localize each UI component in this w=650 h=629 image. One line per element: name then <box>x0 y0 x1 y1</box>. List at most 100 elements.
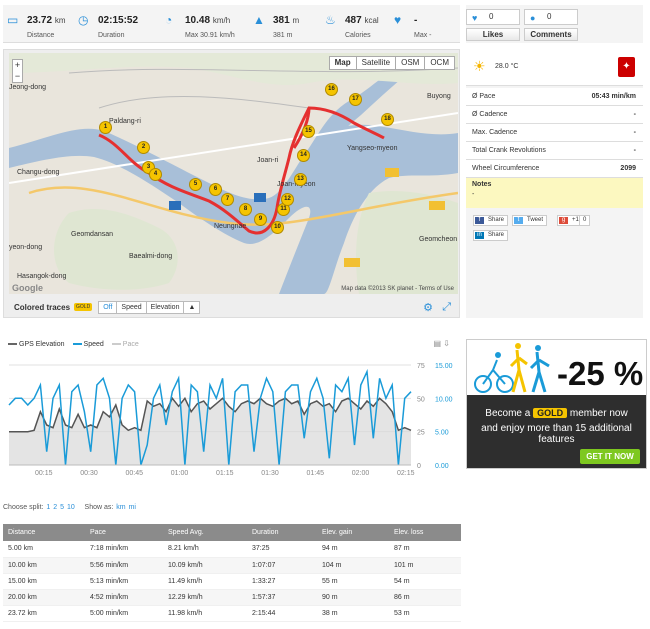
split-selector: Choose split: 1 2 5 10 Show as: km mi <box>3 504 136 511</box>
table-cell: 2:15:44 <box>247 605 317 622</box>
table-cell: 5:00 min/km <box>85 605 163 622</box>
route-split-marker[interactable]: 10 <box>271 221 284 234</box>
col-distance[interactable]: Distance <box>3 524 85 541</box>
gear-icon[interactable]: ⚙ <box>423 302 433 314</box>
split-option-2[interactable]: 2 <box>53 504 58 511</box>
splits-table-body: 5.00 km 7:18 min/km 8.21 km/h 37:25 94 m 87 m… <box>3 541 461 622</box>
map-type-osm[interactable]: OSM <box>396 57 426 69</box>
info-row-max-cadence: Max. Cadence - <box>466 124 643 142</box>
y-left-tick-label: 25 <box>417 430 425 437</box>
stat-heart-rate-label: Max - <box>414 32 432 39</box>
legend-pace[interactable]: Pace <box>111 341 139 348</box>
legend-speed[interactable]: Speed <box>72 341 104 348</box>
ad-discount: -25 % <box>557 355 644 392</box>
stat-elevation-value: 381 <box>273 15 290 26</box>
traces-elevation-button[interactable]: Elevation <box>145 300 185 314</box>
map-place-label: Hasangok-dong <box>17 273 67 280</box>
route-split-marker[interactable]: 5 <box>189 178 202 191</box>
split-option-5[interactable]: 5 <box>60 504 65 511</box>
flame-icon: ♨ <box>325 13 336 27</box>
traces-toggle-arrow-icon[interactable]: ▲ <box>183 300 201 314</box>
col-duration[interactable]: Duration <box>247 524 317 541</box>
likes-button[interactable]: Likes <box>466 28 520 41</box>
route-split-marker[interactable]: 8 <box>239 203 252 216</box>
map-type-satellite[interactable]: Satellite <box>357 57 397 69</box>
x-tick-label: 01:15 <box>216 470 234 477</box>
comments-button[interactable]: Comments <box>524 28 578 41</box>
table-cell: 12.29 km/h <box>163 589 247 606</box>
route-split-marker[interactable]: 7 <box>221 193 234 206</box>
map-type-ocm[interactable]: OCM <box>430 58 449 67</box>
map-attribution[interactable]: Map data ©2013 SK planet - Terms of Use <box>341 286 454 292</box>
facebook-share-button[interactable]: f Share <box>473 215 509 226</box>
y-right-tick-label: 10.00 <box>435 396 453 403</box>
col-elev-gain[interactable]: Elev. gain <box>317 524 389 541</box>
route-split-marker[interactable]: 18 <box>381 113 394 126</box>
y-left-tick-label: 50 <box>417 396 425 403</box>
traces-speed-button[interactable]: Speed <box>116 300 147 314</box>
comment-bubble-icon: ● <box>530 13 536 23</box>
table-cell: 10.00 km <box>3 557 85 574</box>
map-type-map[interactable]: Map <box>330 57 357 69</box>
table-cell: 54 m <box>389 573 461 590</box>
split-option-10[interactable]: 10 <box>67 504 75 511</box>
weather-row: ☀ 28.0 °C ✦ <box>466 51 643 86</box>
fullscreen-icon[interactable]: ⤢ <box>442 301 451 313</box>
table-cell: 4:52 min/km <box>85 589 163 606</box>
stat-speed-label: Max 30.91 km/h <box>185 32 235 39</box>
ad-banner-bottom: Become a GOLD member now and enjoy more … <box>467 395 646 468</box>
table-cell: 10.09 km/h <box>163 557 247 574</box>
table-cell: 8.21 km/h <box>163 541 247 558</box>
unit-km[interactable]: km <box>116 504 126 511</box>
route-split-marker[interactable]: 15 <box>302 125 315 138</box>
table-cell: 38 m <box>317 605 389 622</box>
linkedin-share-button[interactable]: in Share <box>473 230 509 241</box>
stat-calories-label: Calories <box>345 32 371 39</box>
route-split-marker[interactable]: 9 <box>254 213 267 226</box>
route-split-marker[interactable]: 1 <box>99 121 112 134</box>
route-split-marker[interactable]: 17 <box>349 93 362 106</box>
legend-elevation[interactable]: GPS Elevation <box>8 341 65 348</box>
traces-off-button[interactable]: Off <box>98 300 118 314</box>
route-split-marker[interactable]: 4 <box>149 168 162 181</box>
route-split-marker[interactable]: 14 <box>297 149 310 162</box>
google-plus-count: 0 <box>579 215 591 226</box>
map-zoom-control[interactable]: + − <box>12 59 23 83</box>
route-split-marker[interactable]: 12 <box>281 193 294 206</box>
y-right-tick-label: 15.00 <box>435 363 453 370</box>
route-split-marker[interactable]: 13 <box>294 173 307 186</box>
map-place-label: Jeong-dong <box>9 84 46 91</box>
map-type-selector: Map Satellite OSM OCM <box>328 56 455 70</box>
print-icon[interactable]: ▤ <box>433 339 442 348</box>
elevation-area <box>9 398 411 465</box>
elevation-series-line <box>9 396 412 433</box>
map-place-label: Geomcheon <box>419 236 458 243</box>
route-split-marker[interactable]: 6 <box>209 183 222 196</box>
stat-calories-value: 487 <box>345 15 362 26</box>
unit-mi[interactable]: mi <box>128 504 136 511</box>
gold-membership-ad[interactable]: -25 % Become a GOLD member now and enjoy… <box>466 339 647 469</box>
x-tick-label: 00:45 <box>126 470 144 477</box>
stat-duration-label: Duration <box>98 32 125 39</box>
table-cell: 1:07:07 <box>247 557 317 574</box>
ad-gold-label: GOLD <box>533 408 568 418</box>
map-place-label: Paldang-ri <box>109 118 141 125</box>
comments-counter: ● 0 <box>524 9 578 25</box>
tweet-button[interactable]: t Tweet <box>512 215 548 226</box>
table-cell: 55 m <box>317 573 389 590</box>
table-cell: 37:25 <box>247 541 317 558</box>
elevation-speed-chart[interactable]: GPS Elevation Speed Pace ▤ ⇩ 75 15.00 50 10… <box>3 337 458 480</box>
info-row-crank-revolutions: Total Crank Revolutions - <box>466 142 643 160</box>
split-option-1[interactable]: 1 <box>46 504 51 511</box>
table-cell: 5:13 min/km <box>85 573 163 590</box>
route-split-marker[interactable]: 2 <box>137 141 150 154</box>
col-elev-loss[interactable]: Elev. loss <box>389 524 461 541</box>
table-cell: 53 m <box>389 605 461 622</box>
col-speed-avg[interactable]: Speed Avg. <box>163 524 247 541</box>
route-map[interactable]: Paldang-riChangu-dongJoan-riJoan-myeonYa… <box>9 53 458 294</box>
get-it-now-button[interactable]: GET IT NOW <box>580 449 640 464</box>
route-split-marker[interactable]: 16 <box>325 83 338 96</box>
stats-bar: ▭ 23.72 km Distance ◷ 02:15:52 Duration … <box>3 5 460 43</box>
download-icon[interactable]: ⇩ <box>443 339 450 348</box>
col-pace[interactable]: Pace <box>85 524 163 541</box>
